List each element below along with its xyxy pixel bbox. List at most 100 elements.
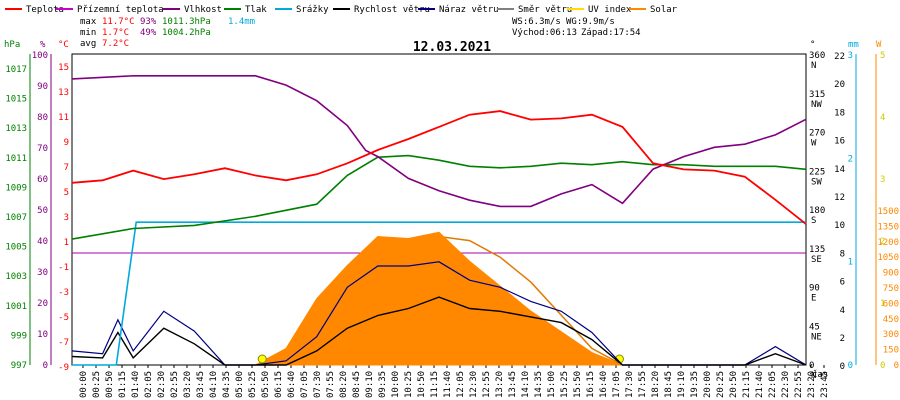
legend-label-3: Tlak bbox=[245, 5, 267, 15]
legend-label-6: Náraz větru bbox=[439, 5, 499, 15]
tick-degc-8: -1 bbox=[58, 263, 69, 273]
xtick-label-17: 07:05 bbox=[300, 371, 310, 398]
tick-pct-7: 30 bbox=[37, 268, 48, 278]
tick-pct-0: 100 bbox=[32, 51, 48, 61]
axis-w-label: W bbox=[876, 40, 882, 50]
tick-uv-0: 5 bbox=[880, 51, 885, 61]
tick-dir-5: SE bbox=[811, 255, 822, 265]
xtick-label-8: 03:20 bbox=[183, 371, 193, 398]
xtick-label-32: 13:20 bbox=[495, 371, 505, 398]
tick-hpa-7: 1003 bbox=[5, 272, 27, 282]
tick-degc-7: 1 bbox=[64, 238, 69, 248]
tick-pct-6: 40 bbox=[37, 237, 48, 247]
xtick-label-28: 11:40 bbox=[443, 371, 453, 398]
x-axis-label: čas bbox=[812, 369, 828, 380]
tick-hpa-9: 999 bbox=[11, 331, 27, 341]
stat-max-label: max bbox=[80, 17, 97, 27]
tick-deg-8: 0 bbox=[809, 361, 814, 371]
axis-deg-label: ° bbox=[810, 40, 815, 50]
tick-w-5: 750 bbox=[883, 284, 899, 294]
tick-pct-9: 10 bbox=[37, 330, 48, 340]
tick-uv-2: 3 bbox=[880, 175, 885, 185]
tick-dir-3: SW bbox=[811, 177, 822, 187]
tick-hpa-2: 1013 bbox=[5, 124, 27, 134]
tick-degc-11: -7 bbox=[58, 338, 69, 348]
stat-min-temp: 1.7°C bbox=[102, 28, 129, 38]
tick-pct-3: 70 bbox=[37, 144, 48, 154]
tick-w-2: 1200 bbox=[877, 238, 899, 248]
wind-speed-max: WS:6.3m/s bbox=[512, 17, 561, 27]
tick-ms-4: 14 bbox=[834, 165, 845, 175]
stat-max-rain: 1.4mm bbox=[228, 17, 255, 27]
tick-hpa-3: 1011 bbox=[5, 154, 27, 164]
tick-ms-9: 4 bbox=[840, 306, 845, 316]
xtick-label-45: 18:45 bbox=[664, 371, 674, 398]
tick-deg-3: 225 bbox=[809, 167, 825, 177]
xtick-label-0: 00:00 bbox=[79, 371, 89, 398]
xtick-label-11: 04:35 bbox=[222, 371, 232, 398]
tick-degc-1: 13 bbox=[58, 88, 69, 98]
xtick-label-21: 08:45 bbox=[352, 371, 362, 398]
wind-speed-line bbox=[71, 296, 807, 366]
xtick-label-46: 19:10 bbox=[677, 371, 687, 398]
xtick-label-9: 03:45 bbox=[196, 371, 206, 398]
xtick-label-39: 16:15 bbox=[586, 371, 596, 398]
tick-ms-1: 20 bbox=[834, 80, 845, 90]
tick-deg-0: 360 bbox=[809, 51, 825, 61]
xtick-label-18: 07:30 bbox=[313, 371, 323, 398]
xtick-label-48: 20:00 bbox=[703, 371, 713, 398]
xtick-label-30: 12:30 bbox=[469, 371, 479, 398]
xtick-label-44: 18:20 bbox=[651, 371, 661, 398]
tick-hpa-1: 1015 bbox=[5, 95, 27, 105]
legend-label-7: Směr větru bbox=[518, 5, 572, 15]
tick-hpa-6: 1005 bbox=[5, 243, 27, 253]
tick-hpa-4: 1009 bbox=[5, 183, 27, 193]
temperature-line bbox=[71, 110, 807, 225]
axis-hpa-label: hPa bbox=[4, 40, 20, 50]
tick-w-6: 600 bbox=[883, 299, 899, 309]
tick-dir-8: N bbox=[811, 371, 816, 381]
xtick-label-35: 14:35 bbox=[534, 371, 544, 398]
wind-gust-max: WG:9.9m/s bbox=[566, 17, 615, 27]
tick-deg-1: 315 bbox=[809, 90, 825, 100]
tick-deg-4: 180 bbox=[809, 206, 825, 216]
tick-w-1: 1350 bbox=[877, 222, 899, 232]
stat-min-label: min bbox=[80, 28, 96, 38]
tick-uv-4: 1 bbox=[880, 299, 885, 309]
tick-w-0: 1500 bbox=[877, 207, 899, 217]
tick-dir-4: S bbox=[811, 216, 816, 226]
xtick-label-50: 20:50 bbox=[729, 371, 739, 398]
tick-pct-8: 20 bbox=[37, 299, 48, 309]
xtick-label-56: 23:20 bbox=[807, 371, 817, 398]
tick-uv-1: 4 bbox=[880, 113, 885, 123]
tick-w-10: 0 bbox=[894, 361, 899, 371]
solar-area bbox=[255, 231, 623, 366]
tick-ms-10: 2 bbox=[840, 334, 845, 344]
xtick-label-40: 16:40 bbox=[599, 371, 609, 398]
tick-deg-2: 270 bbox=[809, 129, 825, 139]
axis-pct-label: % bbox=[40, 40, 46, 50]
legend-label-5: Rychlost větru bbox=[354, 5, 430, 15]
xtick-label-2: 00:50 bbox=[105, 371, 115, 398]
xtick-label-25: 10:25 bbox=[404, 371, 414, 398]
stat-min-hum: 49% bbox=[140, 28, 157, 38]
xtick-label-27: 11:15 bbox=[430, 371, 440, 398]
xtick-label-43: 17:55 bbox=[638, 371, 648, 398]
tick-hpa-0: 1017 bbox=[5, 65, 27, 75]
tick-w-8: 300 bbox=[883, 330, 899, 340]
legend-label-0: Teplota bbox=[26, 5, 64, 15]
tick-degc-3: 9 bbox=[64, 138, 69, 148]
tick-deg-5: 135 bbox=[809, 245, 825, 255]
tick-dir-6: E bbox=[811, 294, 816, 304]
stat-avg-temp: 7.2°C bbox=[102, 39, 129, 49]
tick-uv-5: 0 bbox=[880, 361, 885, 371]
tick-mm-0: 3 bbox=[848, 51, 853, 61]
tick-pct-10: 0 bbox=[43, 361, 48, 371]
pressure-line bbox=[71, 154, 807, 240]
tick-ms-3: 16 bbox=[834, 137, 845, 147]
xtick-label-41: 17:05 bbox=[612, 371, 622, 398]
sunrise-marker bbox=[257, 354, 267, 364]
xtick-label-23: 09:35 bbox=[378, 371, 388, 398]
legend-label-2: Vlhkost bbox=[184, 5, 222, 15]
tick-ms-7: 8 bbox=[840, 249, 845, 259]
